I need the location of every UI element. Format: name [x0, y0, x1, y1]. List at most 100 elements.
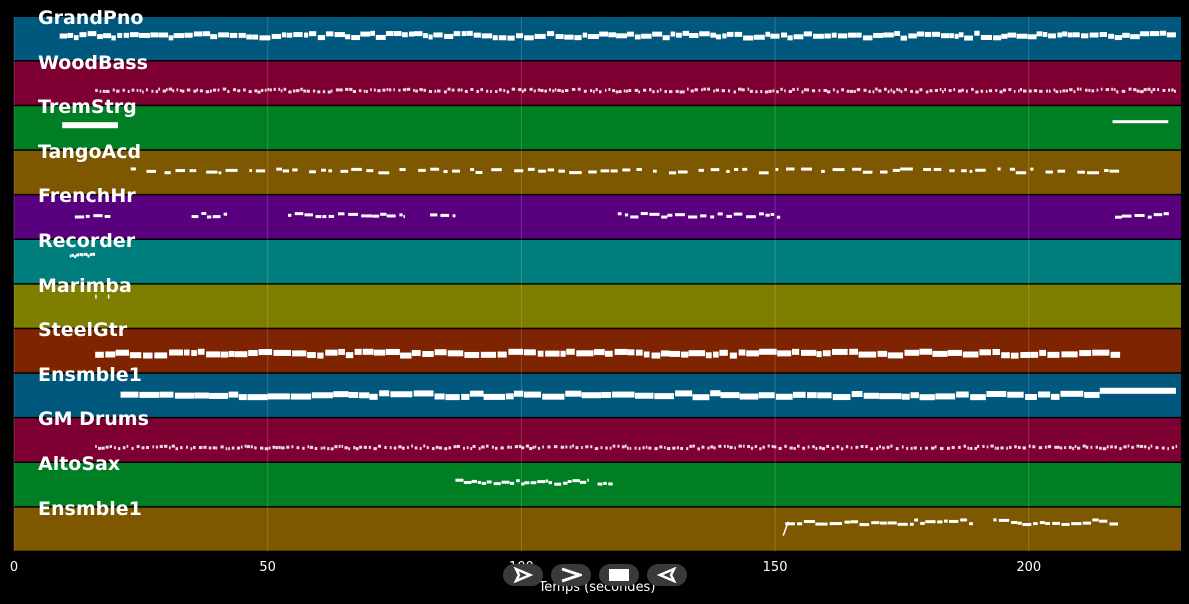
note [418, 168, 426, 172]
back-button[interactable] [647, 564, 687, 586]
note [264, 447, 269, 451]
note [661, 215, 668, 219]
note [532, 445, 535, 449]
note [803, 519, 815, 523]
note [168, 87, 173, 91]
note [849, 348, 858, 355]
note [95, 351, 104, 358]
note [378, 171, 390, 175]
note [679, 90, 683, 94]
note [652, 31, 663, 37]
note [587, 478, 589, 482]
note [654, 447, 658, 451]
note [545, 350, 560, 357]
note [961, 169, 967, 173]
note [286, 32, 293, 38]
note [924, 31, 932, 37]
note [296, 446, 300, 450]
note [475, 170, 483, 174]
note [733, 212, 743, 216]
note [640, 212, 648, 216]
note [998, 518, 1010, 522]
note [946, 446, 950, 450]
note [123, 32, 130, 38]
note [1033, 89, 1038, 93]
note [733, 90, 736, 94]
note [345, 87, 349, 91]
note [1036, 31, 1043, 37]
note [206, 351, 221, 358]
note [754, 445, 758, 449]
play-button[interactable] [503, 564, 543, 586]
note [275, 446, 279, 450]
note [651, 352, 661, 359]
note [547, 445, 551, 449]
note [508, 348, 524, 355]
note [278, 87, 281, 91]
note [377, 89, 381, 93]
note [600, 169, 610, 173]
note [1130, 34, 1140, 40]
note [816, 351, 822, 358]
note [1039, 349, 1046, 356]
note [1122, 32, 1130, 38]
note [1079, 87, 1082, 91]
note [908, 33, 917, 39]
note [1140, 31, 1150, 37]
note [868, 90, 871, 94]
note [351, 167, 362, 171]
note [373, 447, 377, 451]
note [398, 445, 402, 449]
note [1068, 445, 1072, 449]
note [352, 90, 357, 94]
note [215, 446, 218, 450]
note [837, 33, 848, 39]
note [388, 88, 392, 92]
note [225, 447, 228, 451]
note [306, 89, 310, 93]
note [159, 444, 163, 448]
note [776, 215, 781, 219]
note [1082, 521, 1092, 525]
note [634, 392, 654, 399]
note [605, 446, 608, 450]
note [537, 88, 541, 92]
note [925, 520, 936, 524]
note [236, 446, 240, 450]
note [109, 445, 112, 449]
note [904, 88, 907, 92]
note [747, 87, 750, 91]
note [248, 350, 258, 357]
note [191, 215, 199, 219]
note [1002, 88, 1007, 92]
stop-button[interactable] [599, 564, 639, 586]
forward-button[interactable] [551, 564, 591, 586]
note [1121, 89, 1126, 93]
note [325, 349, 338, 356]
note [158, 32, 169, 38]
note [445, 394, 460, 401]
note [366, 169, 374, 173]
note [491, 445, 494, 449]
note [1062, 31, 1068, 37]
note [664, 90, 667, 94]
note [855, 445, 859, 449]
note [676, 446, 679, 450]
track-label: SteelGtr [38, 319, 128, 342]
note [440, 213, 450, 217]
note [1044, 445, 1047, 449]
note [184, 32, 193, 38]
note [1147, 87, 1151, 91]
note [850, 446, 853, 450]
note [1064, 446, 1067, 450]
note [1074, 444, 1077, 448]
note [220, 351, 229, 358]
note [546, 31, 555, 37]
note [791, 348, 800, 355]
note [327, 90, 331, 94]
note [579, 480, 587, 484]
note [1016, 33, 1028, 39]
note [443, 170, 448, 174]
note [286, 445, 290, 449]
note [476, 89, 479, 93]
